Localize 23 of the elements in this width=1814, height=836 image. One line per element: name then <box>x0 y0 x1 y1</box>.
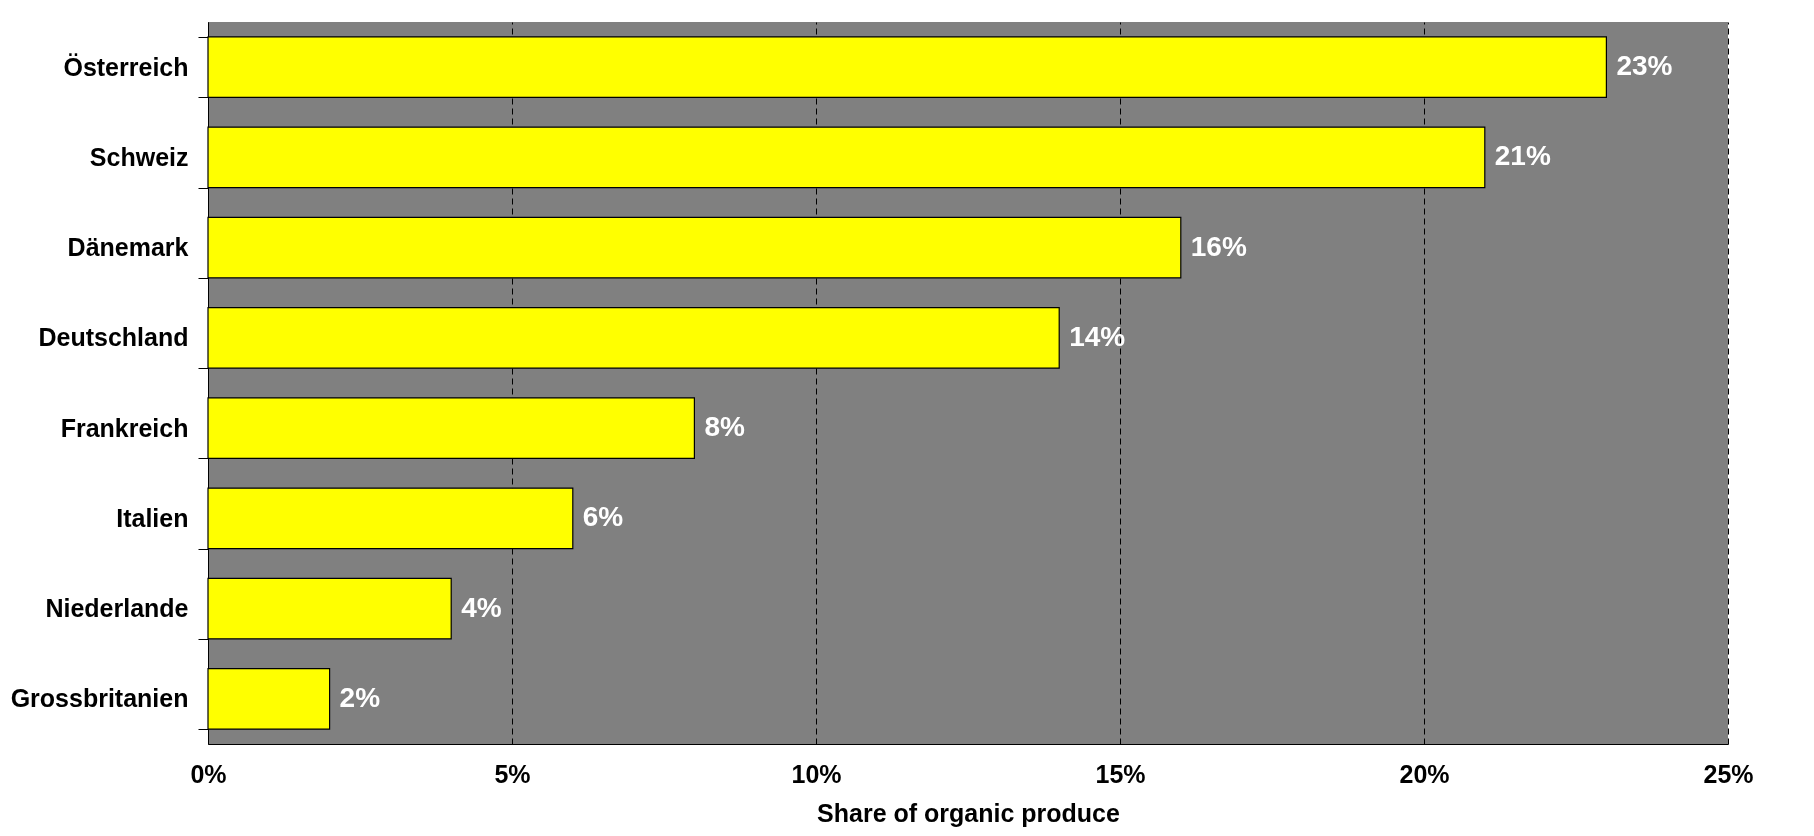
x-tick-label: 25% <box>1703 759 1754 788</box>
x-tick-label: 0% <box>190 759 227 788</box>
x-tick-label: 20% <box>1399 759 1450 788</box>
y-tick-label: Dänemark <box>67 233 189 262</box>
data-label: 2% <box>339 681 381 713</box>
y-tick-label: Deutschland <box>38 323 189 352</box>
y-tick-label: Niederlande <box>45 594 189 623</box>
x-axis-title: Share of organic produce <box>817 798 1121 827</box>
data-label: 4% <box>461 591 502 623</box>
data-label: 16% <box>1190 230 1247 262</box>
y-tick-label: Schweiz <box>89 142 189 171</box>
data-label: 6% <box>582 501 624 533</box>
x-tick-label: 10% <box>791 759 842 788</box>
data-label: 8% <box>704 411 745 443</box>
y-tick-label: Frankreich <box>60 413 189 442</box>
data-label: 23% <box>1616 50 1673 82</box>
y-tick-label: Italien <box>116 503 189 532</box>
y-tick-label: Grossbritanien <box>10 684 189 713</box>
y-tick-label: Österreich <box>63 52 189 81</box>
x-tick-label: 5% <box>494 759 531 788</box>
data-label: 14% <box>1069 320 1126 352</box>
x-tick-label: 15% <box>1095 759 1146 788</box>
data-label: 21% <box>1494 140 1551 172</box>
